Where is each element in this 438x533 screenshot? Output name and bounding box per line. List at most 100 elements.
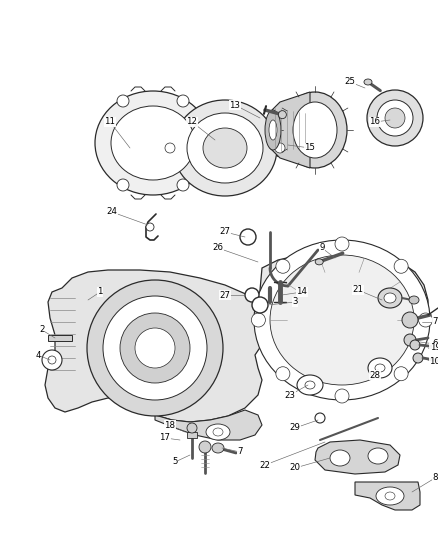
Ellipse shape	[305, 381, 315, 389]
Text: 18: 18	[165, 421, 176, 430]
Text: 7: 7	[432, 318, 438, 327]
Text: 6: 6	[432, 340, 438, 349]
Ellipse shape	[187, 113, 263, 183]
Text: 11: 11	[105, 117, 116, 126]
Ellipse shape	[315, 413, 325, 423]
Text: 20: 20	[290, 464, 300, 472]
Ellipse shape	[213, 428, 223, 436]
Polygon shape	[45, 270, 268, 422]
Ellipse shape	[367, 90, 423, 146]
Ellipse shape	[330, 450, 350, 466]
Ellipse shape	[270, 255, 414, 385]
Ellipse shape	[177, 95, 189, 107]
Text: 12: 12	[187, 117, 198, 126]
Polygon shape	[315, 440, 400, 474]
Ellipse shape	[95, 91, 211, 195]
Text: 15: 15	[304, 143, 315, 152]
Ellipse shape	[48, 356, 56, 364]
Text: 26: 26	[212, 244, 223, 253]
Text: 13: 13	[230, 101, 240, 109]
Text: 27: 27	[219, 228, 230, 237]
Ellipse shape	[335, 237, 349, 251]
Text: 10: 10	[430, 358, 438, 367]
Text: 16: 16	[370, 117, 381, 126]
Ellipse shape	[187, 423, 197, 433]
Ellipse shape	[368, 448, 388, 464]
Text: 23: 23	[285, 391, 296, 400]
Ellipse shape	[385, 108, 405, 128]
Ellipse shape	[254, 240, 430, 400]
Ellipse shape	[375, 364, 385, 372]
Ellipse shape	[419, 313, 433, 327]
Ellipse shape	[87, 280, 223, 416]
Text: 1: 1	[97, 287, 103, 296]
Text: 24: 24	[106, 207, 117, 216]
Ellipse shape	[117, 95, 129, 107]
Ellipse shape	[377, 100, 413, 136]
Ellipse shape	[252, 297, 268, 313]
Ellipse shape	[279, 111, 286, 119]
Polygon shape	[270, 92, 310, 168]
Polygon shape	[355, 482, 420, 510]
Ellipse shape	[245, 288, 259, 302]
Ellipse shape	[117, 179, 129, 191]
Text: 4: 4	[35, 351, 41, 359]
Ellipse shape	[276, 367, 290, 381]
Ellipse shape	[275, 143, 285, 153]
Text: 2: 2	[39, 326, 45, 335]
Ellipse shape	[315, 259, 323, 265]
Polygon shape	[155, 410, 262, 440]
Ellipse shape	[212, 443, 224, 453]
Ellipse shape	[368, 358, 392, 378]
Text: 28: 28	[370, 370, 381, 379]
Ellipse shape	[384, 293, 396, 303]
Text: 29: 29	[290, 424, 300, 432]
Text: 17: 17	[159, 433, 170, 442]
Text: 19: 19	[430, 343, 438, 352]
Ellipse shape	[297, 375, 323, 395]
Ellipse shape	[120, 313, 190, 383]
Ellipse shape	[293, 102, 337, 158]
Ellipse shape	[364, 79, 372, 85]
Ellipse shape	[111, 106, 195, 180]
Text: 25: 25	[345, 77, 356, 86]
Polygon shape	[48, 335, 72, 341]
Text: 22: 22	[259, 461, 271, 470]
Ellipse shape	[42, 350, 62, 370]
Ellipse shape	[146, 223, 154, 231]
Ellipse shape	[413, 353, 423, 363]
Ellipse shape	[276, 259, 290, 273]
Ellipse shape	[394, 259, 408, 273]
Ellipse shape	[203, 128, 247, 168]
Ellipse shape	[378, 288, 402, 308]
Polygon shape	[260, 252, 428, 390]
Text: 9: 9	[319, 244, 325, 253]
Text: 27: 27	[219, 290, 230, 300]
Ellipse shape	[173, 100, 277, 196]
Ellipse shape	[335, 389, 349, 403]
Text: 21: 21	[353, 286, 364, 295]
Ellipse shape	[410, 340, 420, 350]
Text: 14: 14	[297, 287, 307, 296]
Text: 8: 8	[432, 473, 438, 482]
Ellipse shape	[376, 487, 404, 505]
Ellipse shape	[265, 110, 281, 150]
Ellipse shape	[103, 296, 207, 400]
Ellipse shape	[251, 313, 265, 327]
Ellipse shape	[283, 92, 347, 168]
Ellipse shape	[240, 229, 256, 245]
Ellipse shape	[402, 312, 418, 328]
Ellipse shape	[269, 120, 277, 140]
Ellipse shape	[177, 179, 189, 191]
Ellipse shape	[206, 424, 230, 440]
Ellipse shape	[385, 492, 395, 500]
Ellipse shape	[394, 367, 408, 381]
Polygon shape	[187, 432, 197, 438]
Ellipse shape	[135, 328, 175, 368]
Text: 3: 3	[292, 297, 298, 306]
Ellipse shape	[404, 334, 416, 346]
Ellipse shape	[165, 143, 175, 153]
Ellipse shape	[409, 296, 419, 304]
Text: 5: 5	[172, 457, 178, 466]
Text: 7: 7	[237, 448, 243, 456]
